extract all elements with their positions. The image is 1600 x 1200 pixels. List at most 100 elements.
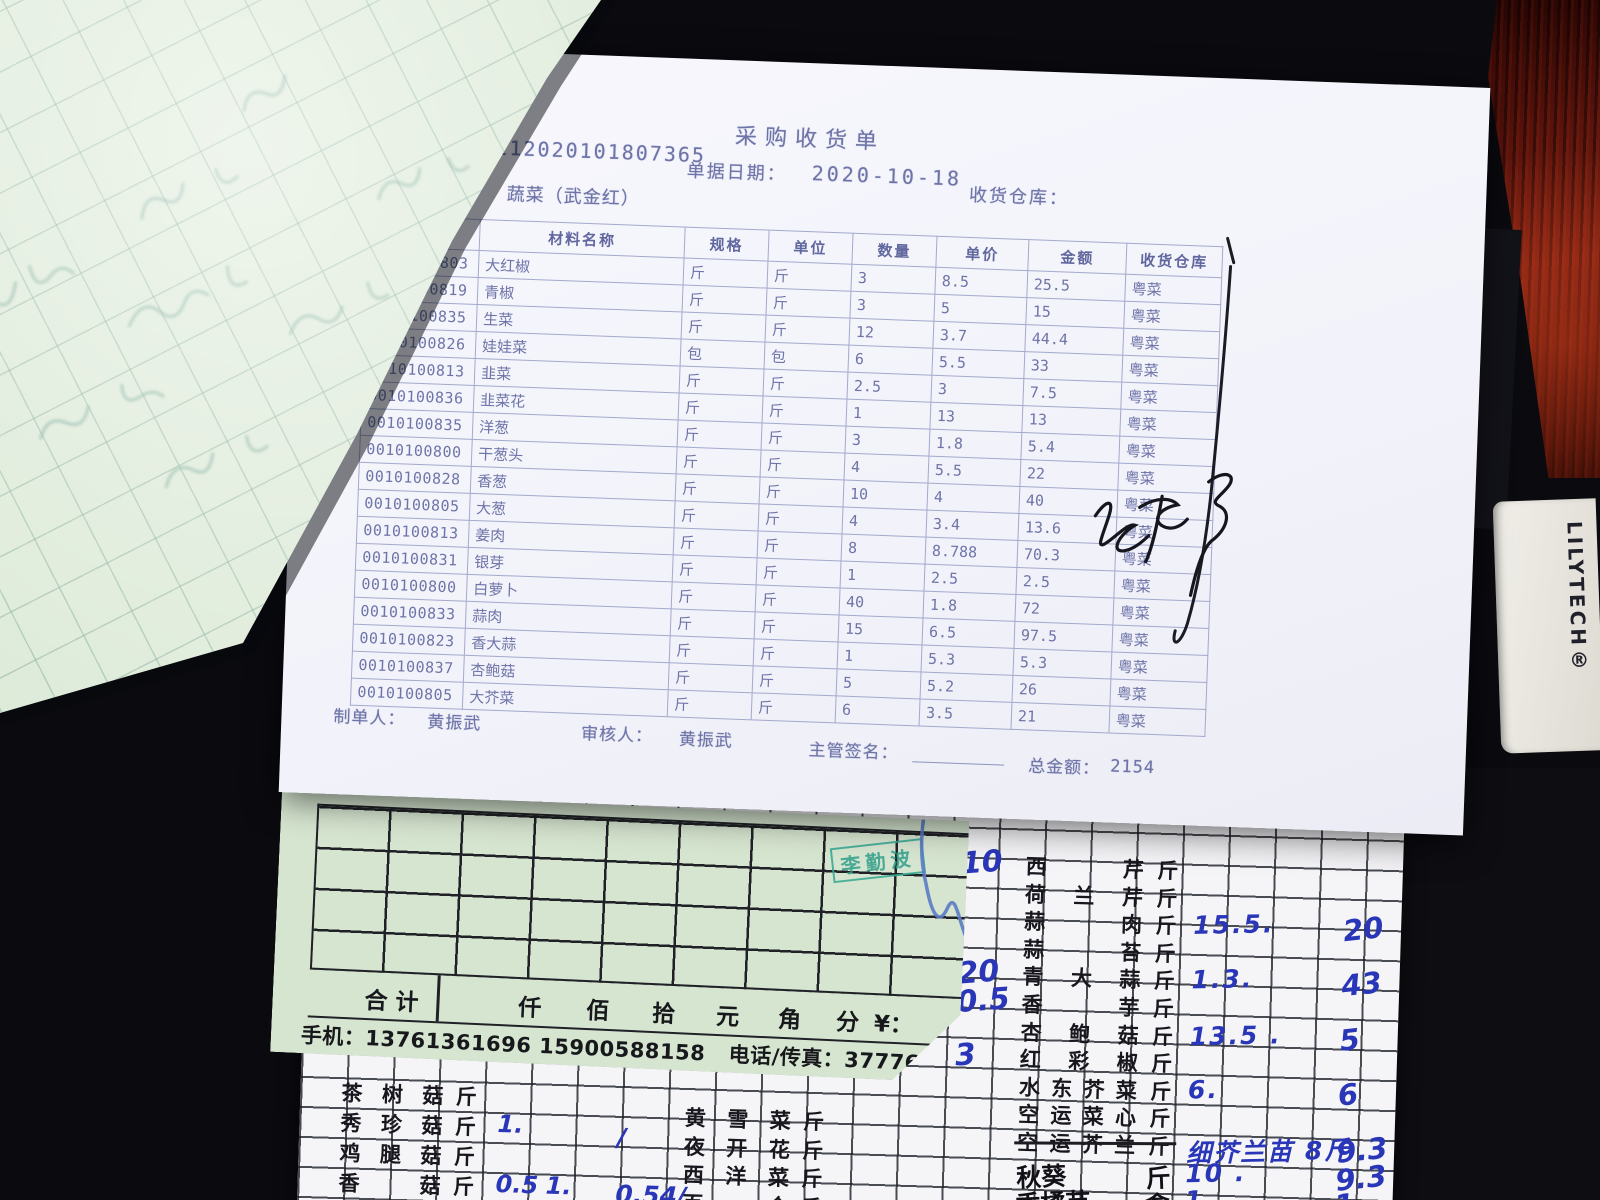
item-unit: 斤: [1151, 1024, 1174, 1049]
item-code: 0010100800: [354, 570, 468, 602]
item-amount: 2.5: [1015, 567, 1115, 599]
handwritten-quantity: 1 .: [1184, 1185, 1227, 1200]
item-unit: 斤: [802, 1109, 825, 1135]
item-unit: 斤: [1150, 1051, 1173, 1077]
order-form-right-column: 10 西芹斤 荷兰芹斤 蒜肉斤 15.5.: [954, 844, 1390, 1200]
item-spec: 斤: [681, 311, 766, 343]
supplier-prefix: ：: [470, 182, 490, 205]
item-code: 0010100819: [365, 273, 479, 305]
handwritten-note: 0.54/: [614, 1179, 687, 1200]
item-unit: 斤: [791, 1191, 832, 1200]
item-price: 5.3: [921, 645, 1014, 676]
item-amount: 13.6: [1017, 513, 1117, 545]
divider: [436, 975, 441, 1021]
item-amount: 5.4: [1020, 432, 1120, 464]
item-price: 5.5: [931, 348, 1025, 379]
item-price: 3: [930, 375, 1024, 406]
item-code: 0010100813: [356, 516, 470, 548]
item-warehouse: 粤菜: [1120, 382, 1218, 413]
item-price: 8.5: [934, 267, 1028, 298]
item-quantity: 8: [841, 534, 926, 565]
item-spec: 斤: [667, 689, 753, 720]
item-unit: 包: [764, 342, 849, 373]
item-amount: 72: [1014, 594, 1114, 625]
total-label: 合 计: [363, 987, 420, 1017]
item-quantity: 3: [844, 426, 930, 457]
page-title: 采购收货单: [734, 124, 886, 155]
maker-label: 制单人：: [333, 707, 406, 730]
handwritten-total: 43: [1339, 965, 1384, 1004]
list-item: 茶树菇斤: [338, 1077, 487, 1112]
item-price: 13: [929, 402, 1023, 433]
item-unit: 斤: [751, 692, 837, 723]
dark-panel-bottom-right: [1392, 768, 1600, 1200]
item-unit: 斤: [801, 1166, 823, 1192]
column-header: 单价: [935, 236, 1029, 271]
handwritten-quantity: 13.5 .: [1189, 1019, 1282, 1051]
item-warehouse: 粤菜: [1115, 517, 1213, 548]
item-warehouse: 粤菜: [1123, 301, 1221, 332]
item-unit: 斤: [1154, 941, 1177, 967]
item-quantity: 1: [840, 560, 925, 592]
item-amount: 97.5: [1013, 621, 1113, 652]
handwritten-note: 1.: [497, 1110, 524, 1139]
item-amount: 15: [1025, 297, 1125, 329]
item-price: 5: [933, 294, 1027, 325]
handwritten-left-note: 0.5: [955, 981, 1012, 1021]
item-warehouse: 粤菜: [1109, 678, 1207, 710]
item-spec: 斤: [668, 662, 754, 693]
item-unit: 斤: [766, 261, 852, 292]
item-name: 茶树菇: [341, 1081, 444, 1109]
item-warehouse: 粤菜: [1124, 274, 1222, 305]
item-spec: 斤: [678, 392, 764, 424]
item-unit: 斤: [453, 1144, 476, 1170]
item-price: 3.7: [932, 321, 1026, 352]
items-table: 码材料名称 规格 单位 数量 单价 金额 收货仓库 0010100803 大红椒 斤 斤 3…: [350, 215, 1223, 737]
supplier-name: 蔬菜（武金红）: [506, 183, 641, 210]
item-amount: 25.5: [1026, 270, 1126, 302]
column-header: 码: [367, 215, 481, 251]
item-unit: 斤: [752, 665, 838, 696]
handwritten-note: 1.: [545, 1171, 572, 1200]
item-amount: 21: [1010, 702, 1110, 733]
item-unit: 斤: [754, 611, 840, 642]
fax-label: 电话/传真：: [728, 1042, 845, 1072]
item-unit: 斤: [757, 530, 843, 561]
item-amount: 13: [1021, 405, 1121, 437]
handwritten-note: /: [616, 1122, 627, 1152]
item-spec: 斤: [673, 527, 759, 558]
item-quantity: 15: [838, 614, 924, 646]
item-warehouse: 粤菜: [1117, 463, 1215, 494]
item-code: 0010100835: [364, 300, 478, 332]
digit-label: 元: [715, 1003, 740, 1031]
item-quantity: 3: [850, 264, 936, 295]
item-unit: 斤: [801, 1138, 824, 1163]
order-form-left-column: 茶树菇斤 秀珍菇斤 1. 鸡腿菇斤 香菇斤: [334, 1077, 572, 1200]
item-price: 6.5: [922, 618, 1015, 649]
handwritten-left-note: 3: [953, 1037, 978, 1074]
item-spec: 斤: [683, 258, 768, 289]
maker-name: 黄振武: [426, 712, 482, 735]
item-unit: 斤: [1153, 968, 1176, 994]
item-quantity: 4: [844, 453, 929, 484]
digit-label: 分: [835, 1009, 860, 1037]
item-warehouse: 粤菜: [1108, 705, 1206, 737]
item-quantity: 12: [848, 318, 934, 349]
item-spec: 斤: [676, 446, 762, 477]
column-header: 收货仓库: [1125, 243, 1223, 278]
item-quantity: 6: [835, 695, 921, 726]
item-quantity: 6: [847, 345, 933, 376]
item-code: 0010100813: [362, 354, 476, 386]
green-carbon-receipt: 合 计 仟 佰 拾 元 角 分 ¥： 手机：13761361696 159005…: [270, 790, 969, 1083]
item-quantity: 5: [836, 668, 922, 699]
item-unit: 斤: [1148, 1134, 1171, 1160]
total-label: 总金额：: [1027, 756, 1101, 780]
list-item: 秀珍菇斤 1.: [337, 1107, 524, 1142]
item-warehouse: 粤菜: [1118, 436, 1216, 467]
column-header: 单位: [767, 230, 854, 265]
doc-number: 212020101807365: [495, 135, 707, 168]
item-code: 0010100833: [353, 597, 467, 629]
checker-name: 黄振武: [678, 729, 734, 752]
item-amount: 44.4: [1024, 324, 1124, 356]
